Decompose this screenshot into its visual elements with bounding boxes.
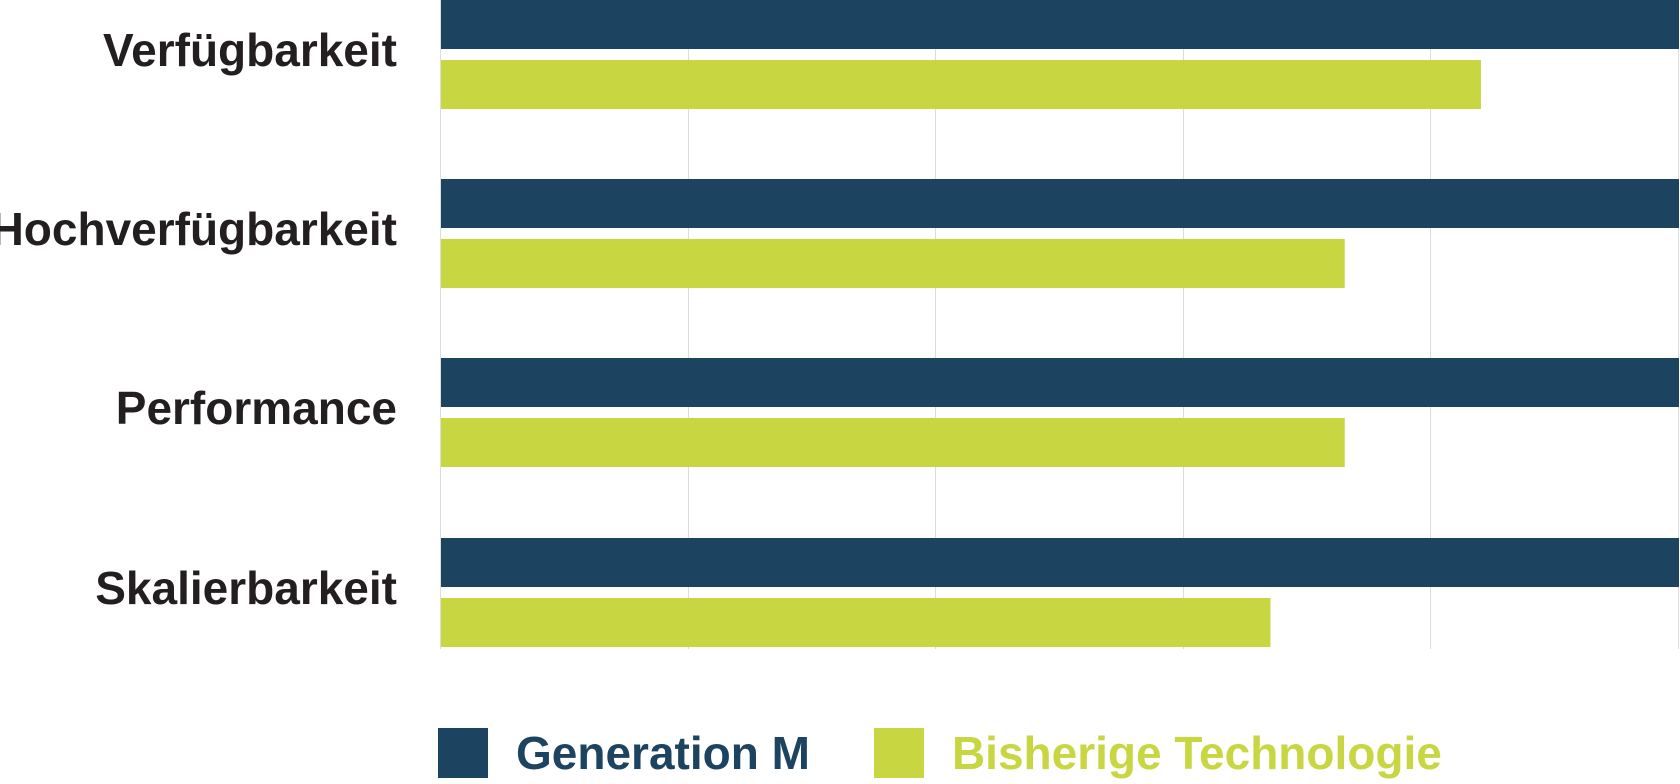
bar-series-1-category-1: [441, 0, 1679, 49]
legend-label-series-1: Generation M: [516, 727, 810, 779]
bar-series-2-category-2: [441, 239, 1345, 288]
category-labels: Verfügbarkeit Hochverfügbarkeit Performanc…: [0, 24, 397, 614]
category-label: Verfügbarkeit: [103, 24, 397, 76]
bar-chart: Verfügbarkeit Hochverfügbarkeit Performanc…: [0, 0, 1679, 649]
bar-series-2-category-4: [441, 598, 1271, 647]
bar-series-1-category-4: [441, 538, 1679, 587]
legend-item-series-2: Bisherige Technologie: [873, 727, 1442, 779]
bars: [441, 0, 1679, 647]
bar-series-2-category-3: [441, 418, 1345, 467]
legend-item-series-1: Generation M: [438, 727, 810, 779]
category-label: Skalierbarkeit: [95, 562, 397, 614]
bar-series-1-category-3: [441, 358, 1679, 407]
legend-label-series-2: Bisherige Technologie: [951, 727, 1442, 779]
legend-swatch-series-1: [438, 728, 488, 778]
bar-series-1-category-2: [441, 179, 1679, 228]
legend-swatch-series-2: [873, 728, 924, 778]
legend: Generation M Bisherige Technologie: [438, 727, 1506, 779]
bar-series-2-category-1: [441, 60, 1481, 109]
category-label: Performance: [116, 382, 397, 434]
category-label: Hochverfügbarkeit: [0, 203, 397, 255]
